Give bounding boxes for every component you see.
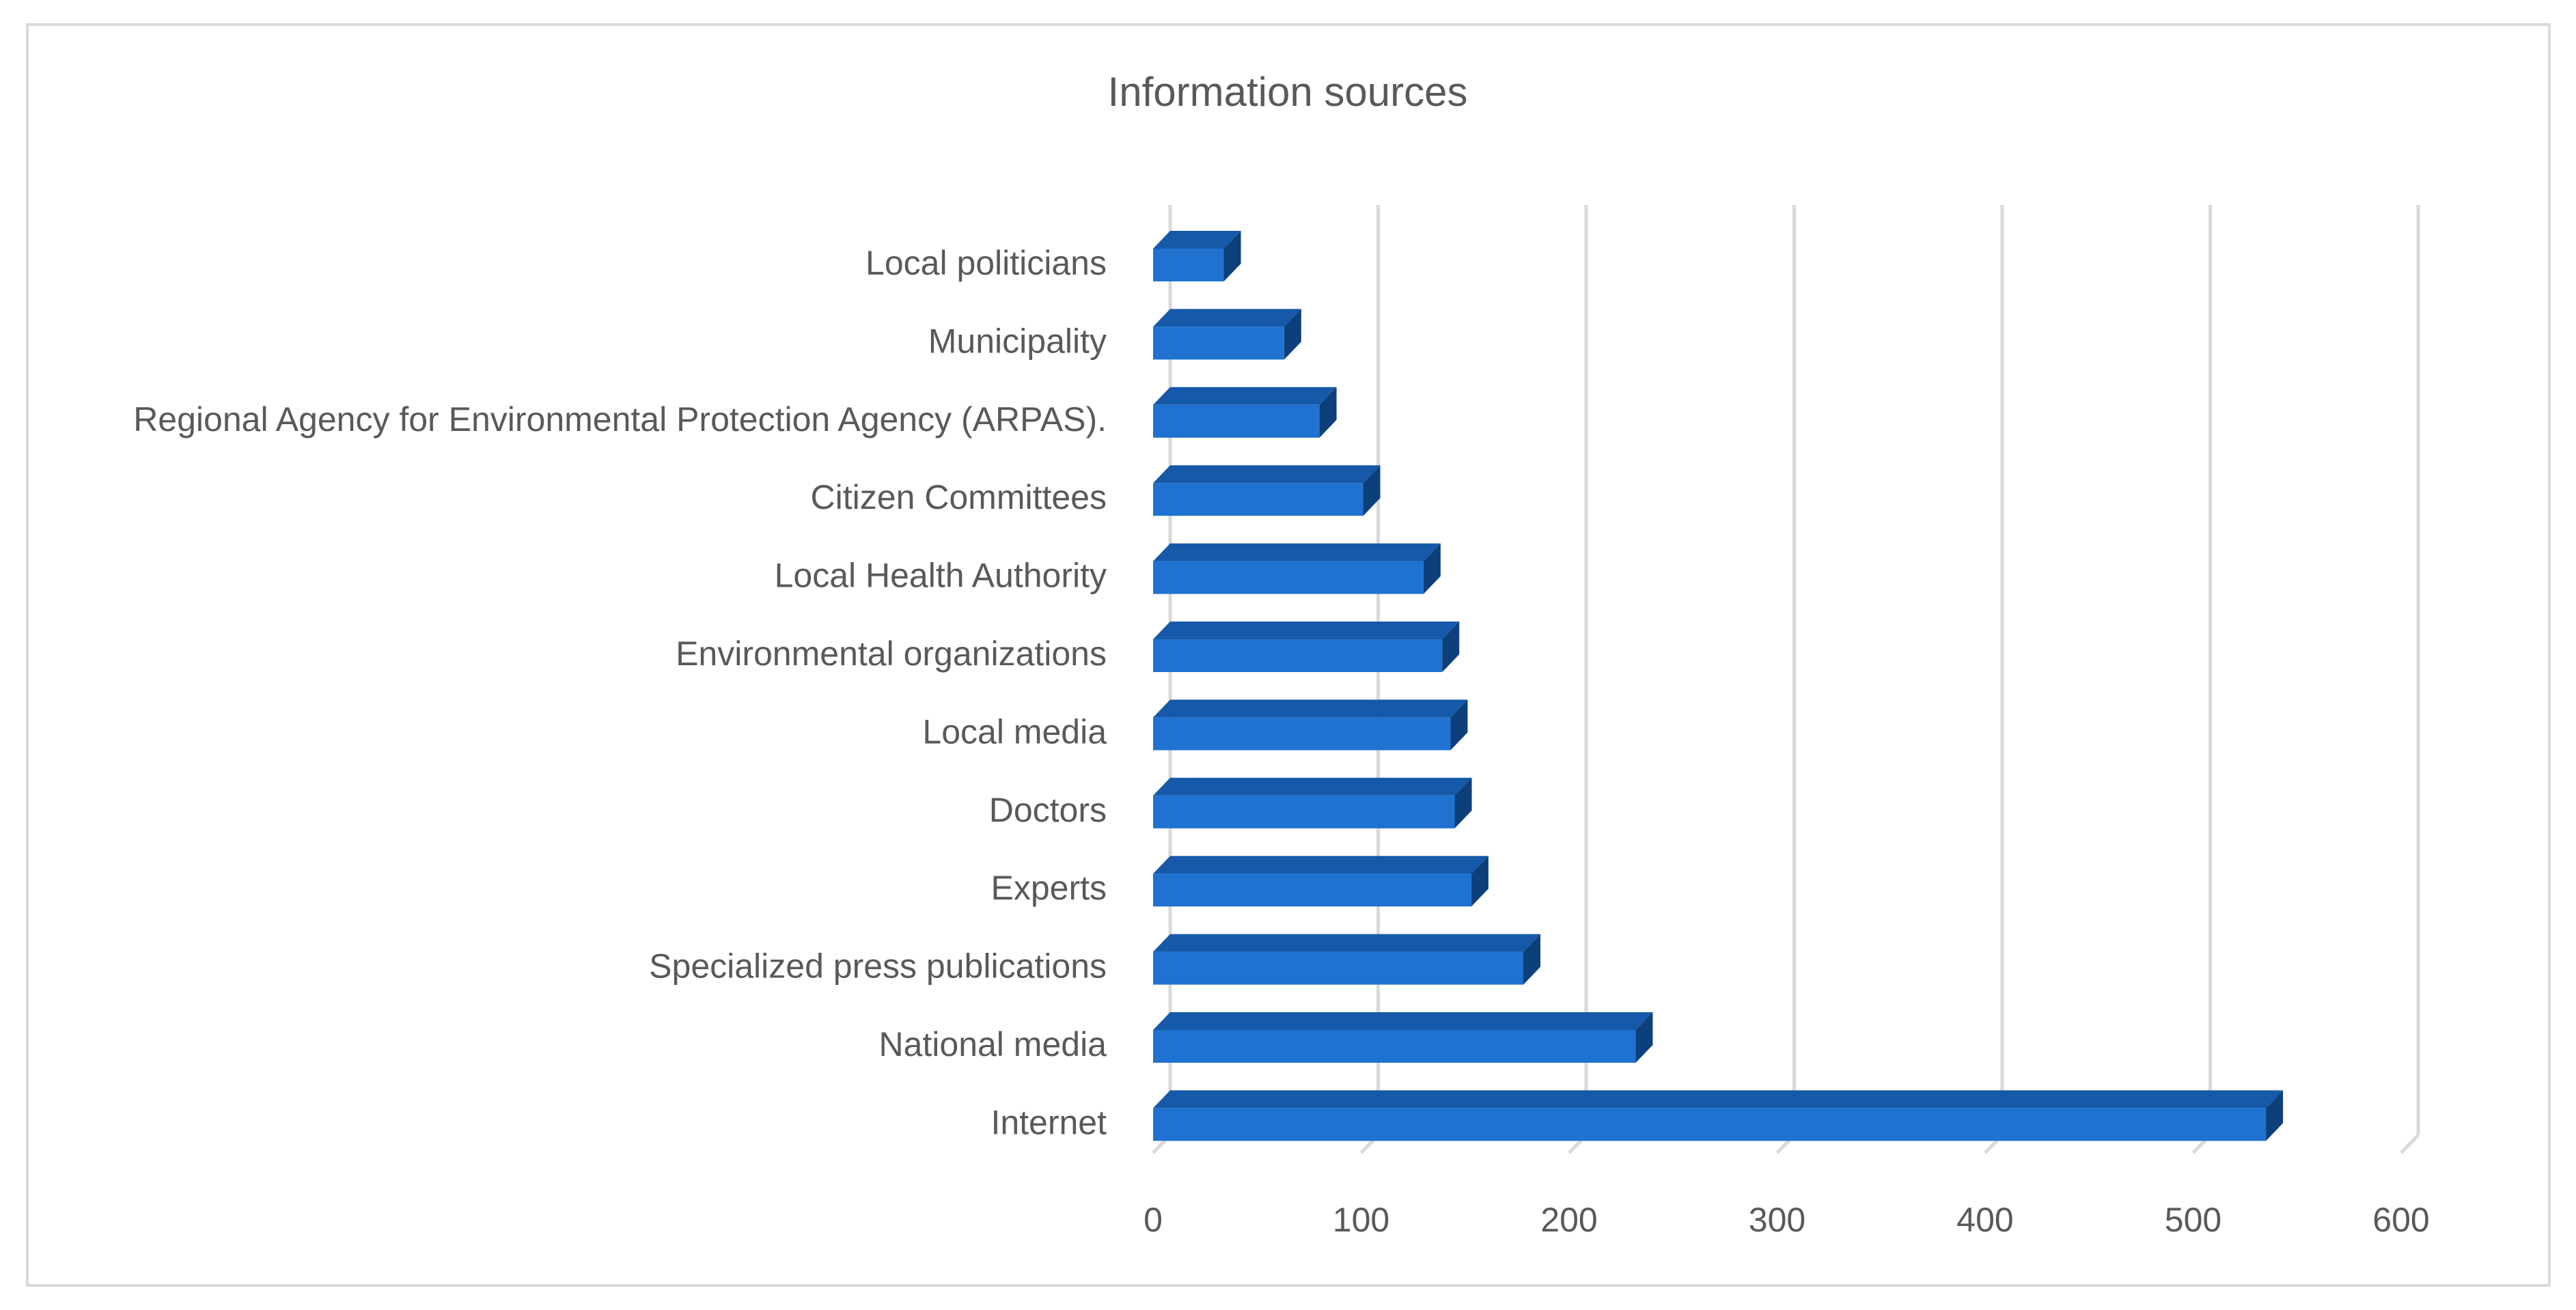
bar-end-face xyxy=(1363,465,1381,516)
category-label: Local media xyxy=(922,712,1107,751)
bar xyxy=(1153,1090,2284,1141)
bars xyxy=(1153,231,2284,1141)
bar-end-face xyxy=(1471,856,1488,907)
category-label: Environmental organizations xyxy=(676,635,1107,673)
bar-top-face xyxy=(1153,622,1460,639)
chart-title: Information sources xyxy=(1108,69,1468,115)
bar-top-face xyxy=(1153,1012,1653,1030)
x-tick-label: 200 xyxy=(1540,1201,1597,1239)
bar-end-face xyxy=(1635,1012,1653,1063)
bar-front-face xyxy=(1153,326,1284,360)
bar-top-face xyxy=(1153,309,1301,327)
category-label: Experts xyxy=(991,869,1107,907)
bar-front-face xyxy=(1153,951,1524,985)
bar-end-face xyxy=(1319,387,1337,438)
bar-front-face xyxy=(1153,717,1451,751)
bar-top-face xyxy=(1153,777,1472,796)
category-label: Specialized press publications xyxy=(649,947,1107,986)
category-labels: Internet National media Specialized press … xyxy=(133,244,1107,1141)
bar xyxy=(1153,934,1541,985)
bar-front-face xyxy=(1153,639,1443,672)
bar-end-face xyxy=(1423,543,1441,594)
bar xyxy=(1153,699,1468,751)
bar-end-face xyxy=(1442,622,1460,672)
category-label: Citizen Committees xyxy=(811,478,1107,516)
bar-top-face xyxy=(1153,543,1441,561)
x-axis-tick-labels: 0 100 200 300 400 500 600 xyxy=(1144,1201,2430,1239)
bar-top-face xyxy=(1153,856,1488,874)
bar-top-face xyxy=(1153,465,1381,484)
bar-front-face xyxy=(1153,1030,1636,1063)
bar xyxy=(1153,1012,1653,1063)
x-tick-label: 500 xyxy=(2165,1201,2221,1239)
bar-front-face xyxy=(1153,483,1363,516)
bar-front-face xyxy=(1153,874,1471,907)
bar xyxy=(1153,622,1460,672)
gridline-floor xyxy=(2400,1134,2420,1154)
bar-top-face xyxy=(1153,934,1541,952)
bar-top-face xyxy=(1153,387,1337,405)
bar-front-face xyxy=(1153,561,1424,594)
bar-end-face xyxy=(1284,309,1301,360)
bar-end-face xyxy=(1450,699,1468,751)
x-tick-label: 400 xyxy=(1956,1201,2013,1239)
bar xyxy=(1153,309,1301,360)
gridlines xyxy=(1152,205,2420,1154)
x-tick-label: 300 xyxy=(1749,1201,1805,1239)
x-tick-label: 100 xyxy=(1333,1201,1389,1239)
category-label: Municipality xyxy=(928,322,1107,360)
x-tick-label: 0 xyxy=(1144,1201,1163,1239)
bar-end-face xyxy=(1223,231,1241,281)
category-label: Doctors xyxy=(989,791,1107,829)
bar xyxy=(1153,543,1441,594)
bar xyxy=(1153,777,1472,828)
bar-top-face xyxy=(1153,231,1241,249)
bar xyxy=(1153,231,1241,281)
bar-end-face xyxy=(1523,934,1541,985)
category-label: Local politicians xyxy=(865,244,1107,282)
category-label: Local Health Authority xyxy=(775,557,1107,595)
bar xyxy=(1153,387,1337,438)
bar-end-face xyxy=(2266,1090,2284,1141)
category-label: Regional Agency for Environmental Protec… xyxy=(133,400,1107,438)
bar-front-face xyxy=(1153,795,1455,828)
bar xyxy=(1153,856,1488,907)
category-label: National media xyxy=(878,1025,1107,1063)
bar-top-face xyxy=(1153,699,1468,718)
bar-front-face xyxy=(1153,404,1320,438)
bar-front-face xyxy=(1153,249,1224,281)
bar-end-face xyxy=(1454,777,1472,828)
x-tick-label: 600 xyxy=(2372,1201,2429,1239)
category-label: Internet xyxy=(991,1103,1107,1141)
bar-front-face xyxy=(1153,1108,2267,1141)
bar-top-face xyxy=(1153,1090,2284,1109)
bar xyxy=(1153,465,1381,516)
